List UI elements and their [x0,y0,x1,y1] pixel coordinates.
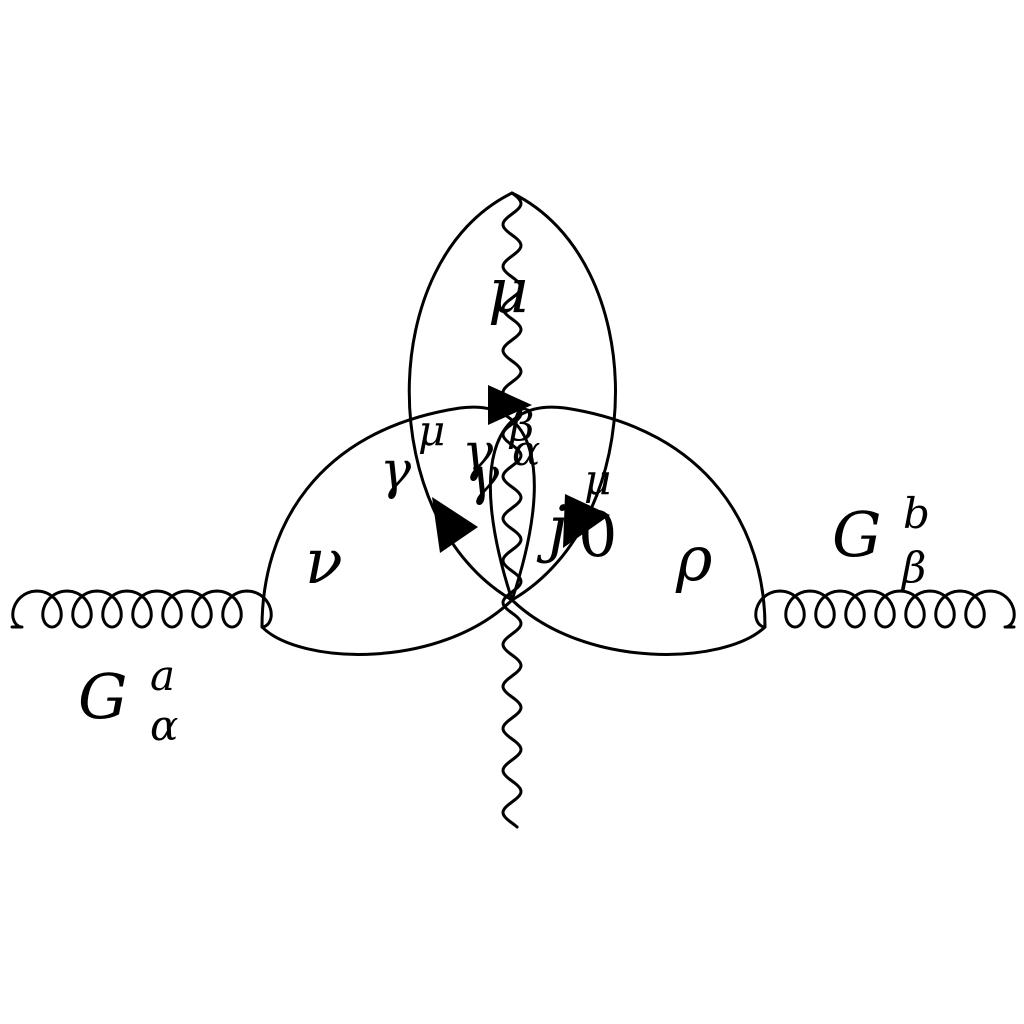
label-current-sub: 0 [578,498,617,571]
label-gamma-beta: γ [462,423,494,483]
arrow-top-icon [488,385,532,425]
arrowheads [432,385,610,553]
label-gluon-left-main: G [78,660,128,733]
left-loop [260,405,536,656]
label-gluon-right-sub: β [900,543,926,592]
label-rho-right: ρ [675,522,712,595]
label-mu-top: μ [488,254,528,327]
label-current-sup: μ [584,455,611,504]
label-gamma-alpha-sup: α [512,426,540,475]
label-gluon-left-sup: a [150,651,175,700]
gluon-right-line [754,589,1016,629]
fermion-loops [260,191,767,656]
label-gluon-left-sub: α [150,701,178,750]
photon-wavy-line [501,191,523,829]
label-gluon-right-sup: b [903,489,930,538]
label-gamma-mu: γ [380,441,412,501]
label-gamma-alpha: γ [468,447,500,507]
arrow-right-icon [563,494,610,548]
labels: μ ν ρ G a α G b β γ μ γ β γ α j μ 0 [78,254,930,750]
gluon-left-line [10,589,273,629]
label-gamma-mu-sup: μ [418,406,445,455]
label-current-j: j [536,492,567,565]
right-loop [488,405,767,656]
label-gluon-right-main: G [832,498,882,571]
arrow-left-icon [432,497,478,553]
label-gamma-beta-sup: β [508,401,534,450]
label-nu-left: ν [305,525,343,598]
